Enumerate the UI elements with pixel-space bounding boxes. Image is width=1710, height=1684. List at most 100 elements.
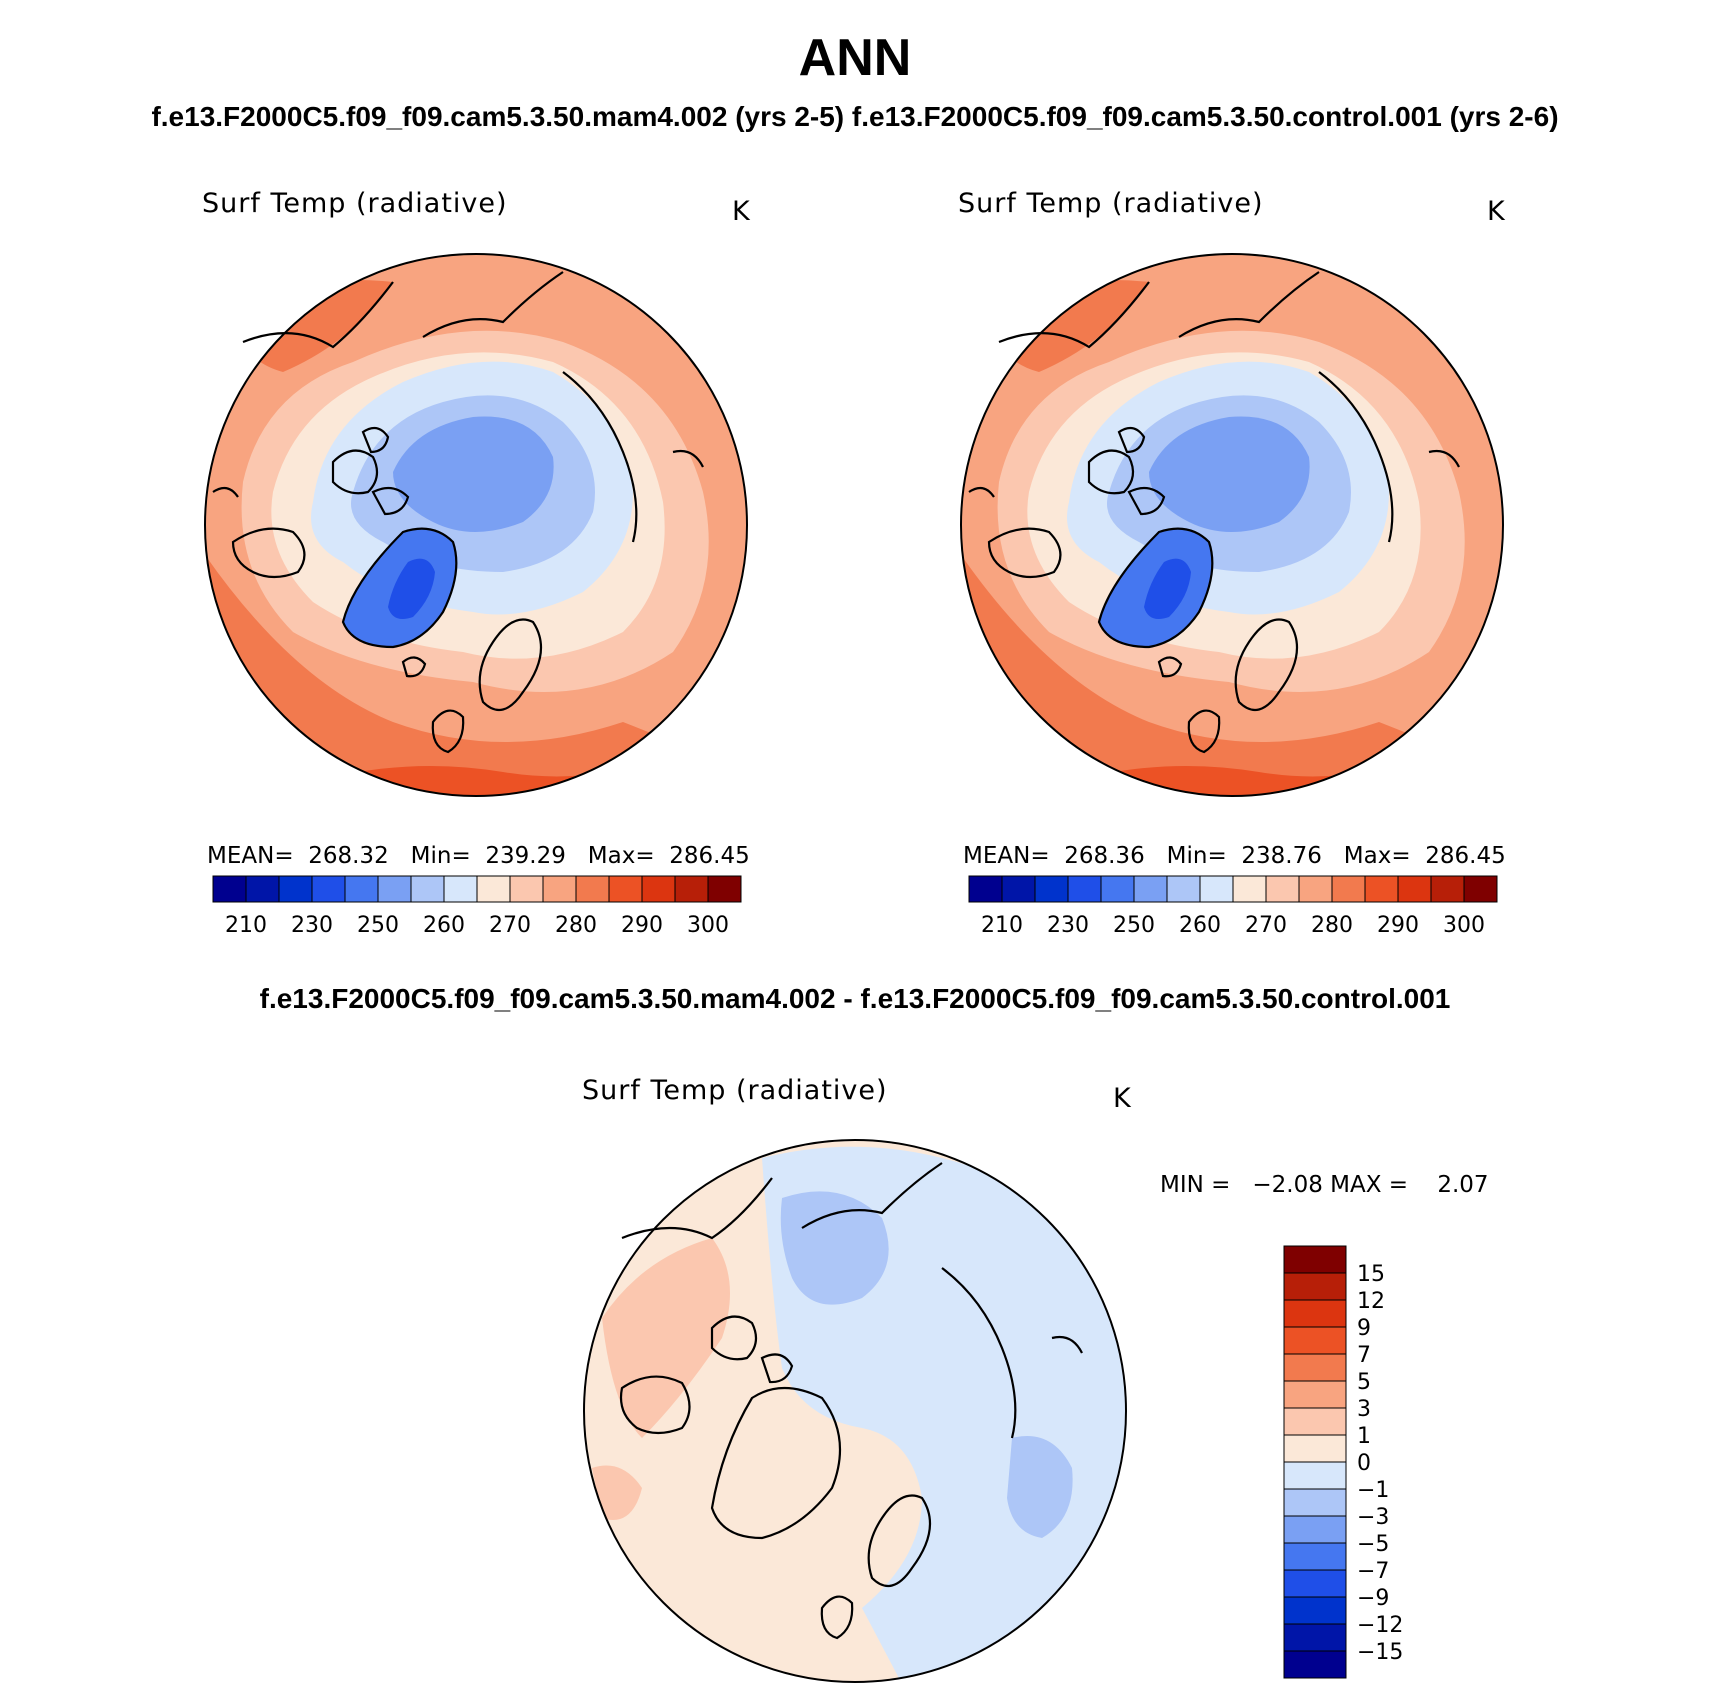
colorbar-tick-label: 250 bbox=[357, 913, 399, 938]
subtitle-case-right: f.e13.F2000C5.f09_f09.cam5.3.50.control.… bbox=[851, 101, 1559, 132]
panel1-polar-map bbox=[204, 253, 748, 797]
colorbar-tick-label: 270 bbox=[489, 913, 531, 938]
colorbar-swatch bbox=[1283, 1434, 1347, 1463]
colorbar-swatch bbox=[344, 875, 379, 903]
colorbar-tick-label: 300 bbox=[1443, 913, 1485, 938]
panel1-units-label: K bbox=[732, 196, 751, 227]
panel1-min-label: Min= bbox=[410, 843, 471, 869]
colorbar-swatch bbox=[1283, 1461, 1347, 1490]
colorbar-tick-label: 300 bbox=[687, 913, 729, 938]
panel1-max-value: 286.45 bbox=[669, 843, 750, 869]
colorbar-swatch bbox=[377, 875, 412, 903]
difference-title: f.e13.F2000C5.f09_f09.cam5.3.50.mam4.002… bbox=[259, 983, 1451, 1014]
colorbar-tick-label: −1 bbox=[1357, 1478, 1389, 1503]
colorbar-swatch bbox=[1283, 1299, 1347, 1328]
colorbar-swatch bbox=[968, 875, 1003, 903]
colorbar-tick-label: 280 bbox=[555, 913, 597, 938]
colorbar-tick-label: 12 bbox=[1357, 1289, 1385, 1314]
panel2-units-label: K bbox=[1487, 196, 1506, 227]
panel2-polar-map bbox=[960, 253, 1504, 797]
colorbar-tick-label: −15 bbox=[1357, 1640, 1403, 1665]
colorbar-tick-label: 290 bbox=[621, 913, 663, 938]
colorbar-swatch bbox=[1331, 875, 1366, 903]
colorbar-swatch bbox=[509, 875, 544, 903]
colorbar-swatch bbox=[608, 875, 643, 903]
colorbar-tick-label: 270 bbox=[1245, 913, 1287, 938]
colorbar-swatch bbox=[1430, 875, 1465, 903]
panel2-min-value: 238.76 bbox=[1241, 843, 1322, 869]
colorbar-tick-label: 9 bbox=[1357, 1316, 1371, 1341]
colorbar-tick-label: 1 bbox=[1357, 1424, 1371, 1449]
difference-variable-label: Surf Temp (radiative) bbox=[582, 1075, 888, 1106]
panel2-colorbar: 210 230 250 260 270 280 290 300 bbox=[968, 875, 1498, 938]
colorbar-tick-label: 0 bbox=[1357, 1451, 1371, 1476]
panel2-mean-value: 268.36 bbox=[1064, 843, 1145, 869]
colorbar-swatch bbox=[443, 875, 478, 903]
colorbar-swatch bbox=[1067, 875, 1102, 903]
colorbar-swatch bbox=[245, 875, 280, 903]
colorbar-tick-label: 260 bbox=[1179, 913, 1221, 938]
colorbar-swatch bbox=[1232, 875, 1267, 903]
panel2-max-value: 286.45 bbox=[1425, 843, 1506, 869]
colorbar-tick-label: −7 bbox=[1357, 1559, 1389, 1584]
colorbar-swatch bbox=[1463, 875, 1498, 903]
colorbar-swatch bbox=[1283, 1542, 1347, 1571]
panel1-min-value: 239.29 bbox=[485, 843, 566, 869]
colorbar-tick-label: 230 bbox=[291, 913, 333, 938]
subtitle-case-left: f.e13.F2000C5.f09_f09.cam5.3.50.mam4.002… bbox=[151, 101, 845, 132]
colorbar-tick-label: 15 bbox=[1357, 1262, 1385, 1287]
colorbar-tick-label: 290 bbox=[1377, 913, 1419, 938]
panel2-stats: MEAN= 268.36 Min= 238.76 Max= 286.45 bbox=[963, 843, 1506, 869]
colorbar-swatch bbox=[1199, 875, 1234, 903]
colorbar-tick-label: −9 bbox=[1357, 1586, 1389, 1611]
difference-max-label: MAX = bbox=[1330, 1172, 1409, 1198]
colorbar-tick-label: 260 bbox=[423, 913, 465, 938]
colorbar-swatch bbox=[1133, 875, 1168, 903]
colorbar-swatch bbox=[1283, 1623, 1347, 1652]
colorbar-swatch bbox=[311, 875, 346, 903]
colorbar-swatch bbox=[674, 875, 709, 903]
colorbar-swatch bbox=[1283, 1650, 1347, 1679]
colorbar-swatch bbox=[1001, 875, 1036, 903]
colorbar-tick-label: 210 bbox=[981, 913, 1023, 938]
colorbar-swatch bbox=[1283, 1488, 1347, 1517]
colorbar-swatch bbox=[1283, 1272, 1347, 1301]
colorbar-tick-label: 5 bbox=[1357, 1370, 1371, 1395]
panel2-mean-label: MEAN= bbox=[963, 843, 1050, 869]
colorbar-swatch bbox=[1265, 875, 1300, 903]
colorbar-tick-label: −3 bbox=[1357, 1505, 1389, 1530]
colorbar-swatch bbox=[212, 875, 247, 903]
colorbar-swatch bbox=[707, 875, 742, 903]
panel1-max-label: Max= bbox=[587, 843, 655, 869]
colorbar-swatch bbox=[1397, 875, 1432, 903]
colorbar-swatch bbox=[1364, 875, 1399, 903]
colorbar-tick-label: 210 bbox=[225, 913, 267, 938]
colorbar-swatch bbox=[641, 875, 676, 903]
figure-title: ANN bbox=[798, 29, 912, 87]
colorbar-tick-label: 280 bbox=[1311, 913, 1353, 938]
panel2-min-label: Min= bbox=[1166, 843, 1227, 869]
colorbar-swatch bbox=[575, 875, 610, 903]
colorbar-swatch bbox=[1100, 875, 1135, 903]
colorbar-swatch bbox=[1283, 1569, 1347, 1598]
colorbar-swatch bbox=[1298, 875, 1333, 903]
colorbar-swatch bbox=[542, 875, 577, 903]
difference-min-value: −2.08 bbox=[1252, 1172, 1323, 1198]
colorbar-tick-label: −12 bbox=[1357, 1613, 1403, 1638]
panel1-variable-label: Surf Temp (radiative) bbox=[202, 188, 508, 219]
colorbar-swatch bbox=[1034, 875, 1069, 903]
colorbar-tick-label: −5 bbox=[1357, 1532, 1389, 1557]
colorbar-tick-label: 7 bbox=[1357, 1343, 1371, 1368]
panel1-colorbar: 210 230 250 260 270 280 290 300 bbox=[212, 875, 742, 938]
colorbar-tick-label: 230 bbox=[1047, 913, 1089, 938]
colorbar-swatch bbox=[1283, 1326, 1347, 1355]
colorbar-swatch bbox=[1283, 1245, 1347, 1274]
difference-min-label: MIN = bbox=[1160, 1172, 1231, 1198]
difference-max-value: 2.07 bbox=[1437, 1172, 1489, 1198]
panel1-mean-label: MEAN= bbox=[207, 843, 294, 869]
colorbar-tick-label: 250 bbox=[1113, 913, 1155, 938]
colorbar-swatch bbox=[1283, 1380, 1347, 1409]
colorbar-tick-label: 3 bbox=[1357, 1397, 1371, 1422]
panel2-variable-label: Surf Temp (radiative) bbox=[958, 188, 1264, 219]
